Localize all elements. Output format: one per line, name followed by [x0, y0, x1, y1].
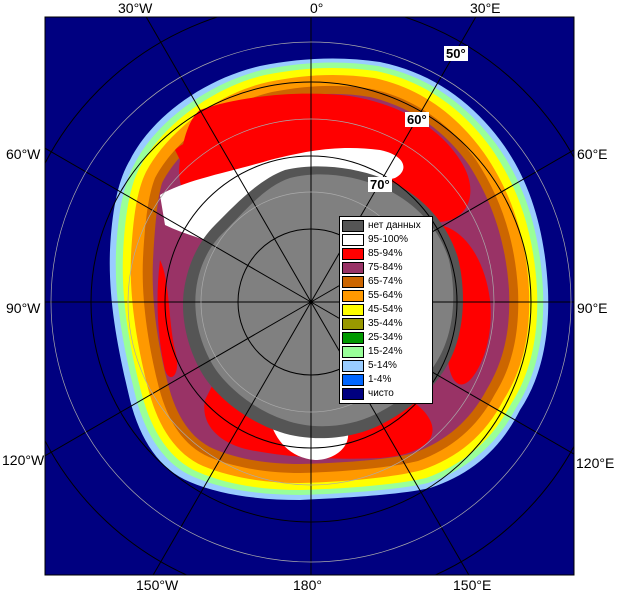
label-30w: 30°W: [118, 0, 153, 16]
legend-item: 5-14%: [342, 359, 432, 373]
legend-label: 85-94%: [368, 248, 403, 259]
legend-item: 85-94%: [342, 247, 432, 261]
label-lat-60: 60°: [405, 112, 429, 127]
label-60e: 60°E: [577, 146, 608, 162]
legend-swatch: [342, 276, 364, 288]
legend-item: чисто: [342, 387, 432, 401]
label-120e: 120°E: [576, 455, 615, 471]
legend-item: 35-44%: [342, 317, 432, 331]
legend-label: 15-24%: [368, 346, 403, 357]
legend-label: чисто: [368, 388, 394, 399]
legend-swatch: [342, 262, 364, 274]
legend-item: 15-24%: [342, 345, 432, 359]
legend-item: нет данных: [342, 219, 432, 233]
legend-label: 25-34%: [368, 332, 403, 343]
legend-label: 35-44%: [368, 318, 403, 329]
legend-label: 75-84%: [368, 262, 403, 273]
label-120w: 120°W: [2, 452, 45, 468]
legend-item: 1-4%: [342, 373, 432, 387]
legend-label: 55-64%: [368, 290, 403, 301]
legend-label: 95-100%: [368, 234, 409, 245]
legend: нет данных 95-100% 85-94% 75-84% 65-74% 55-64…: [339, 216, 433, 404]
legend-swatch: [342, 290, 364, 302]
legend-swatch: [342, 360, 364, 372]
legend-label: 1-4%: [368, 374, 392, 385]
label-lat-70: 70°: [368, 177, 392, 192]
legend-item: 95-100%: [342, 233, 432, 247]
legend-swatch: [342, 318, 364, 330]
label-90e: 90°E: [577, 300, 608, 316]
legend-item: 65-74%: [342, 275, 432, 289]
legend-swatch: [342, 234, 364, 246]
legend-item: 25-34%: [342, 331, 432, 345]
legend-item: 75-84%: [342, 261, 432, 275]
label-60w: 60°W: [6, 146, 41, 162]
label-180: 180°: [293, 577, 322, 593]
label-lat-50: 50°: [444, 46, 468, 61]
legend-label: 5-14%: [368, 360, 397, 371]
label-150e: 150°E: [453, 577, 492, 593]
label-150w: 150°W: [136, 577, 179, 593]
label-0: 0°: [310, 0, 324, 16]
legend-swatch: [342, 304, 364, 316]
legend-label: нет данных: [368, 220, 421, 231]
label-30e: 30°E: [470, 0, 501, 16]
legend-swatch: [342, 248, 364, 260]
legend-label: 65-74%: [368, 276, 403, 287]
legend-item: 55-64%: [342, 289, 432, 303]
legend-swatch: [342, 332, 364, 344]
legend-swatch: [342, 374, 364, 386]
map-frame: [44, 16, 575, 576]
label-90w: 90°W: [6, 300, 41, 316]
legend-swatch: [342, 346, 364, 358]
legend-item: 45-54%: [342, 303, 432, 317]
legend-swatch: [342, 388, 364, 400]
legend-label: 45-54%: [368, 304, 403, 315]
legend-swatch: [342, 220, 364, 232]
